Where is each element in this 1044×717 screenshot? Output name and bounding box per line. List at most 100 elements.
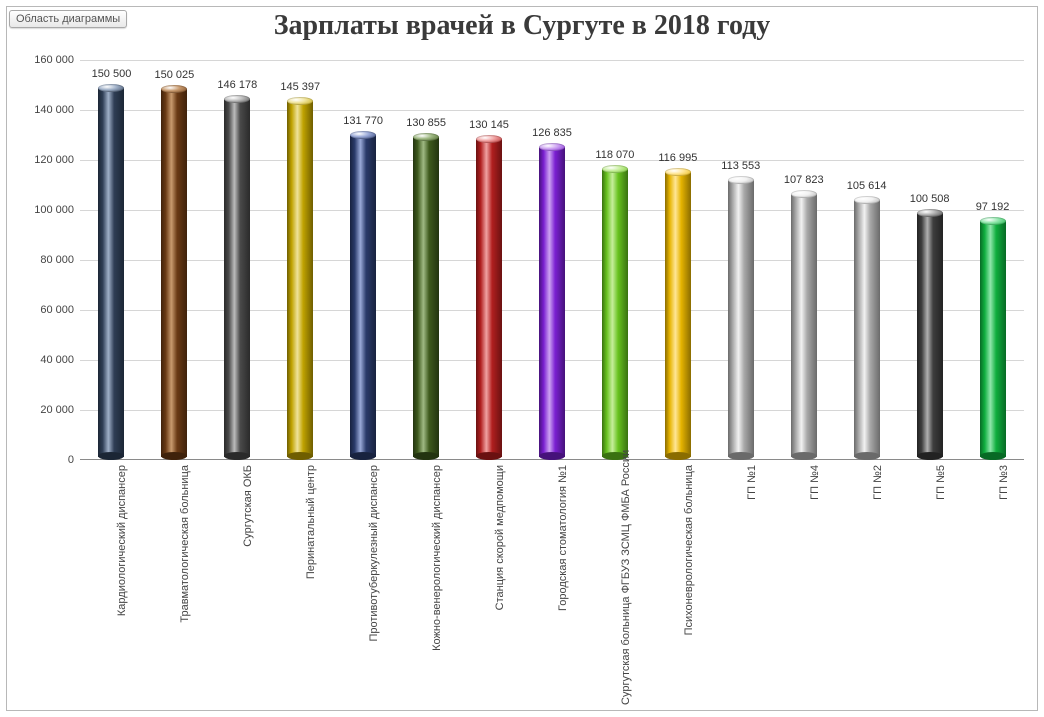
- x-tick-label: Психоневрологическая больница: [683, 465, 695, 705]
- bar-top-cap: [791, 190, 817, 198]
- x-tick-label: Станция скорой медпомощи: [494, 465, 506, 705]
- bar: 97 192: [980, 217, 1006, 460]
- x-tick-label: Городская стоматология №1: [557, 465, 569, 705]
- bar-top-cap: [917, 209, 943, 217]
- y-tick-label: 40 000: [40, 354, 80, 366]
- bar-body: [161, 89, 187, 457]
- bar-bottom-cap: [917, 452, 943, 460]
- bar-body: [98, 88, 124, 457]
- y-tick-label: 20 000: [40, 404, 80, 416]
- bar: 145 397: [287, 97, 313, 460]
- bar: 150 025: [161, 85, 187, 460]
- y-tick-label: 160 000: [34, 54, 80, 66]
- bar-value-label: 105 614: [847, 180, 887, 192]
- y-tick-label: 120 000: [34, 154, 80, 166]
- bar-slot: 113 553: [709, 60, 772, 460]
- y-tick-label: 60 000: [40, 304, 80, 316]
- bar-value-label: 118 070: [595, 149, 634, 161]
- x-tick-label: Перинатальный центр: [305, 465, 317, 705]
- bar-slot: 116 995: [646, 60, 709, 460]
- bar-bottom-cap: [980, 452, 1006, 460]
- chart-frame: Область диаграммы Зарплаты врачей в Сург…: [0, 0, 1044, 717]
- bar-body: [413, 137, 439, 457]
- bar-slot: 100 508: [898, 60, 961, 460]
- bar-value-label: 150 500: [92, 68, 132, 80]
- bar-top-cap: [224, 95, 250, 103]
- bar-value-label: 146 178: [217, 79, 257, 91]
- bar-body: [980, 221, 1006, 457]
- bar-slot: 107 823: [772, 60, 835, 460]
- bar-bottom-cap: [161, 452, 187, 460]
- bar-slot: 145 397: [269, 60, 332, 460]
- bar-slot: 126 835: [521, 60, 584, 460]
- x-tick-label: Сургутская ОКБ: [242, 465, 254, 705]
- bar-value-label: 100 508: [910, 193, 950, 205]
- x-tick-label: ГП №5: [935, 465, 947, 705]
- bar-top-cap: [539, 143, 565, 151]
- x-tick-label: ГП №2: [872, 465, 884, 705]
- bar-value-label: 130 855: [406, 117, 446, 129]
- chart-title: Зарплаты врачей в Сургуте в 2018 году: [0, 10, 1044, 42]
- bar-slot: 131 770: [332, 60, 395, 460]
- bar-slot: 118 070: [583, 60, 646, 460]
- x-axis-labels: Кардиологический диспансер Травматологиче…: [80, 465, 1024, 710]
- bar-value-label: 145 397: [280, 81, 320, 93]
- bar-bottom-cap: [350, 452, 376, 460]
- x-tick-label: Сургутская больница ФГБУЗ ЗСМЦ ФМБА Росс…: [620, 465, 632, 705]
- bar-value-label: 130 145: [469, 119, 509, 131]
- bar-body: [728, 180, 754, 457]
- x-tick-label: ГП №1: [746, 465, 758, 705]
- x-tick-label: ГП №3: [998, 465, 1010, 705]
- x-tick-label: Противотуберкулезный диспансер: [368, 465, 380, 705]
- bar: 130 145: [476, 135, 502, 460]
- bar-slot: 130 855: [395, 60, 458, 460]
- bar: 130 855: [413, 133, 439, 460]
- bar-top-cap: [476, 135, 502, 143]
- plot-area: 020 00040 00060 00080 000100 000120 0001…: [80, 60, 1024, 460]
- bar-value-label: 97 192: [976, 201, 1010, 213]
- bar-body: [539, 147, 565, 457]
- bar-top-cap: [854, 196, 880, 204]
- bar: 126 835: [539, 143, 565, 460]
- bar-top-cap: [980, 217, 1006, 225]
- bar-slot: 130 145: [458, 60, 521, 460]
- bar-value-label: 113 553: [721, 160, 760, 172]
- bar-value-label: 131 770: [343, 115, 383, 127]
- bar-bottom-cap: [287, 452, 313, 460]
- bar-top-cap: [602, 165, 628, 173]
- bar-value-label: 116 995: [658, 152, 697, 164]
- bar-bottom-cap: [224, 452, 250, 460]
- bar: 116 995: [665, 168, 691, 460]
- bar-body: [476, 139, 502, 457]
- bar-slot: 105 614: [835, 60, 898, 460]
- x-tick-label: Травматологическая больница: [179, 465, 191, 705]
- bar-bottom-cap: [476, 452, 502, 460]
- y-tick-label: 0: [68, 454, 80, 466]
- bar: 107 823: [791, 190, 817, 460]
- bar-body: [350, 135, 376, 457]
- bar-slot: 97 192: [961, 60, 1024, 460]
- bar-top-cap: [413, 133, 439, 141]
- bar: 146 178: [224, 95, 250, 460]
- bar-slot: 150 500: [80, 60, 143, 460]
- x-tick-label: Кардиологический диспансер: [116, 465, 128, 705]
- bar-bottom-cap: [665, 452, 691, 460]
- bar-top-cap: [287, 97, 313, 105]
- bar-bottom-cap: [413, 452, 439, 460]
- x-tick-label: ГП №4: [809, 465, 821, 705]
- bar-bottom-cap: [728, 452, 754, 460]
- bar-top-cap: [665, 168, 691, 176]
- bar-bottom-cap: [98, 452, 124, 460]
- bar-bottom-cap: [791, 452, 817, 460]
- bar-bottom-cap: [539, 452, 565, 460]
- bar: 113 553: [728, 176, 754, 460]
- bar-top-cap: [728, 176, 754, 184]
- bar-value-label: 107 823: [784, 174, 824, 186]
- bar: 105 614: [854, 196, 880, 460]
- y-tick-label: 140 000: [34, 104, 80, 116]
- bar-body: [224, 99, 250, 457]
- bar-value-label: 126 835: [532, 127, 572, 139]
- bar-body: [917, 213, 943, 457]
- bar: 100 508: [917, 209, 943, 460]
- bar-body: [854, 200, 880, 457]
